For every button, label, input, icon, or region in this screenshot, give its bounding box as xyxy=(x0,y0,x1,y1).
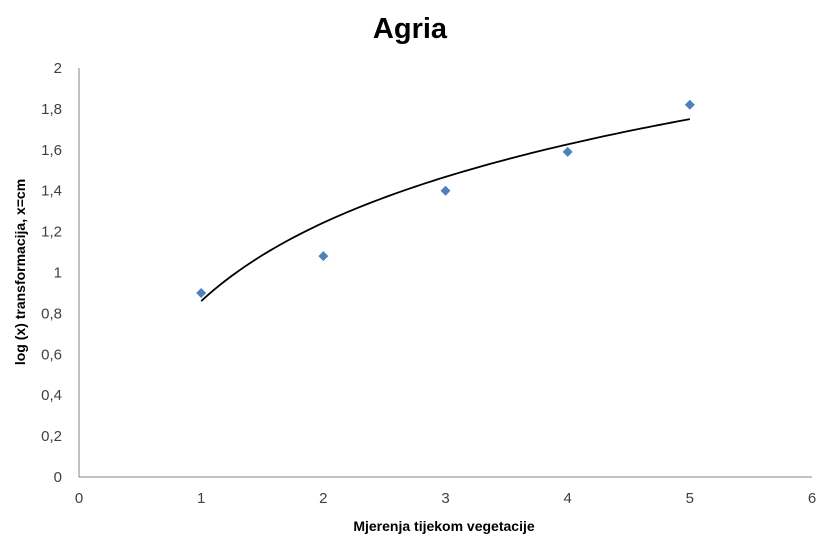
x-tick-label: 2 xyxy=(319,490,327,507)
trendline xyxy=(201,119,690,301)
data-point xyxy=(685,100,695,110)
y-tick-label: 0,4 xyxy=(41,387,62,404)
y-tick-label: 2 xyxy=(54,60,62,77)
x-tick-label: 4 xyxy=(563,490,571,507)
y-axis-label: log (x) transformacija, x=cm xyxy=(12,179,28,365)
trendline-group xyxy=(201,119,690,301)
chart-title: Agria xyxy=(373,13,448,45)
y-tick-label: 1,6 xyxy=(41,142,62,159)
x-tick-label: 1 xyxy=(197,490,205,507)
x-tick-label: 5 xyxy=(686,490,694,507)
y-tick-label: 1,4 xyxy=(41,183,62,200)
x-axis-label: Mjerenja tijekom vegetacije xyxy=(353,518,535,534)
data-point xyxy=(563,147,573,157)
y-tick-label: 0 xyxy=(54,469,62,486)
y-tick-label: 1,2 xyxy=(41,224,62,241)
x-tick-label: 6 xyxy=(808,490,816,507)
data-point xyxy=(196,288,206,298)
x-tick-labels: 0 1 2 3 4 5 6 xyxy=(75,490,816,507)
y-tick-label: 0,6 xyxy=(41,346,62,363)
y-tick-label: 0,2 xyxy=(41,428,62,445)
y-tick-label: 1 xyxy=(54,265,62,282)
x-tick-label: 0 xyxy=(75,490,83,507)
y-tick-labels: 0 0,2 0,4 0,6 0,8 1 1,2 1,4 1,6 1,8 2 xyxy=(41,60,62,486)
data-point xyxy=(441,186,451,196)
y-tick-label: 0,8 xyxy=(41,305,62,322)
x-tick-label: 3 xyxy=(441,490,449,507)
data-point xyxy=(318,251,328,261)
data-points xyxy=(196,100,695,298)
y-tick-label: 1,8 xyxy=(41,101,62,118)
